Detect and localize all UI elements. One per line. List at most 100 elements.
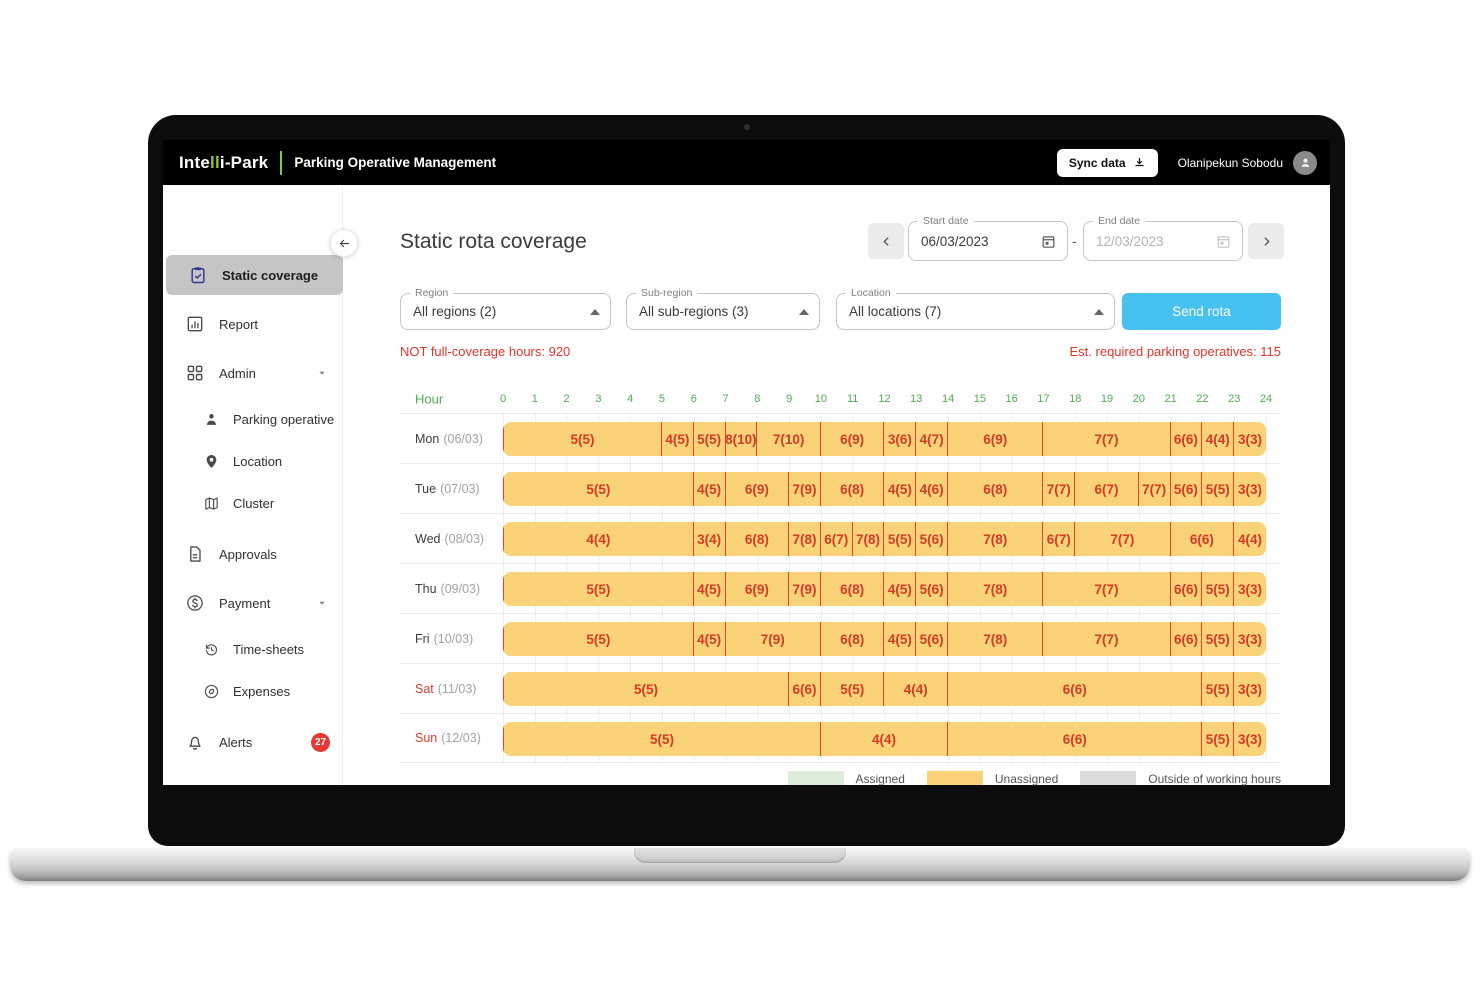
rota-cell[interactable]: 6(9) [726, 472, 790, 506]
chevron-down-icon[interactable] [314, 595, 330, 611]
rota-cell[interactable]: 7(7) [1139, 472, 1171, 506]
rota-cell[interactable]: 7(9) [789, 472, 821, 506]
rota-cell[interactable]: 6(8) [948, 472, 1044, 506]
rota-cell[interactable]: 6(8) [821, 572, 885, 606]
rota-cell[interactable]: 6(7) [821, 522, 853, 556]
rota-cell[interactable]: 7(8) [948, 572, 1044, 606]
rota-cell[interactable]: 5(5) [884, 522, 917, 556]
sidebar-collapse-button[interactable] [330, 229, 358, 257]
rota-cell[interactable]: 3(3) [1234, 622, 1266, 656]
sync-data-button[interactable]: Sync data [1056, 148, 1158, 177]
rota-cell[interactable]: 6(9) [948, 422, 1044, 456]
sidebar-item-static-coverage[interactable]: Static coverage [166, 255, 343, 295]
rota-cell[interactable]: 5(5) [1202, 722, 1235, 756]
chevron-down-icon[interactable] [314, 365, 330, 381]
rota-cell[interactable]: 4(5) [884, 572, 917, 606]
rota-cell[interactable]: 6(7) [1075, 472, 1139, 506]
rota-cell[interactable]: 7(7) [1075, 522, 1171, 556]
rota-cell[interactable]: 4(6) [916, 472, 949, 506]
rota-cell[interactable]: 6(8) [726, 522, 790, 556]
rota-cell[interactable]: 6(8) [821, 622, 885, 656]
rota-cell[interactable]: 3(4) [694, 522, 726, 556]
rota-cell[interactable]: 7(7) [1043, 472, 1076, 506]
rota-cell[interactable]: 5(5) [503, 672, 790, 706]
rota-cell[interactable]: 4(5) [884, 622, 917, 656]
rota-cell[interactable]: 5(5) [503, 422, 662, 456]
rota-cell[interactable]: 6(6) [1171, 422, 1203, 456]
rota-cell[interactable]: 6(8) [821, 472, 885, 506]
region-select[interactable]: Region All regions (2) [400, 287, 611, 330]
rota-cell[interactable]: 3(6) [884, 422, 917, 456]
calendar-icon[interactable] [1040, 233, 1057, 250]
rota-cell[interactable]: 4(4) [821, 722, 949, 756]
rota-cell[interactable]: 6(6) [1171, 572, 1203, 606]
rota-cell[interactable]: 5(5) [1202, 472, 1235, 506]
rota-cell[interactable]: 7(8) [948, 622, 1044, 656]
start-date-field[interactable]: Start date 06/03/2023 [908, 215, 1068, 261]
rota-cell[interactable]: 6(6) [789, 672, 821, 706]
rota-cell[interactable]: 7(9) [726, 622, 821, 656]
rota-cell[interactable]: 5(5) [503, 572, 694, 606]
rota-cell[interactable]: 4(5) [662, 422, 694, 456]
rota-cell[interactable]: 6(6) [1171, 622, 1203, 656]
rota-cell[interactable]: 6(7) [1043, 522, 1076, 556]
rota-cell[interactable]: 5(5) [821, 672, 885, 706]
sidebar-item-alerts[interactable]: Alerts 27 [163, 722, 342, 762]
sidebar-item-payment[interactable]: Payment [163, 583, 342, 623]
rota-cell[interactable]: 4(7) [916, 422, 949, 456]
location-select[interactable]: Location All locations (7) [836, 287, 1115, 330]
previous-week-button[interactable] [868, 223, 904, 259]
send-rota-button[interactable]: Send rota [1122, 293, 1281, 330]
rota-cell[interactable]: 5(5) [694, 422, 726, 456]
rota-cell[interactable]: 7(8) [853, 522, 885, 556]
rota-cell[interactable]: 4(5) [694, 622, 726, 656]
rota-cell[interactable]: 3(3) [1234, 572, 1266, 606]
end-date-field[interactable]: End date 12/03/2023 [1083, 215, 1243, 261]
rota-cell[interactable]: 5(5) [1202, 672, 1235, 706]
rota-cell[interactable]: 6(9) [726, 572, 790, 606]
rota-cell[interactable]: 4(5) [694, 572, 726, 606]
rota-cell[interactable]: 3(3) [1234, 672, 1266, 706]
rota-cell[interactable]: 7(7) [1043, 572, 1171, 606]
rota-cell[interactable]: 7(7) [1043, 622, 1171, 656]
sidebar-item-location[interactable]: Location [163, 444, 342, 478]
sidebar-item-admin[interactable]: Admin [163, 353, 342, 393]
rota-cell[interactable]: 4(4) [503, 522, 694, 556]
rota-cell[interactable]: 6(6) [948, 672, 1203, 706]
calendar-icon[interactable] [1215, 233, 1232, 250]
rota-cell[interactable]: 7(9) [789, 572, 821, 606]
rota-cell[interactable]: 8(10) [725, 422, 758, 456]
rota-cell[interactable]: 4(5) [694, 472, 726, 506]
rota-cell[interactable]: 5(5) [503, 622, 694, 656]
rota-cell[interactable]: 6(9) [821, 422, 885, 456]
rota-cell[interactable]: 5(5) [1202, 622, 1235, 656]
rota-cell[interactable]: 6(6) [948, 722, 1203, 756]
rota-cell[interactable]: 5(6) [1171, 472, 1203, 506]
sidebar-item-cluster[interactable]: Cluster [163, 486, 342, 520]
sub-region-select[interactable]: Sub-region All sub-regions (3) [626, 287, 820, 330]
rota-cell[interactable]: 7(7) [1043, 422, 1171, 456]
rota-cell[interactable]: 7(10) [757, 422, 821, 456]
rota-cell[interactable]: 5(6) [916, 522, 949, 556]
sidebar-item-parking-operative[interactable]: Parking operative [163, 402, 342, 436]
rota-cell[interactable]: 5(5) [503, 472, 694, 506]
user-avatar[interactable] [1293, 150, 1317, 175]
rota-cell[interactable]: 7(8) [789, 522, 821, 556]
rota-cell[interactable]: 4(4) [884, 672, 949, 706]
rota-cell[interactable]: 5(6) [916, 622, 949, 656]
rota-cell[interactable]: 4(4) [1234, 522, 1266, 556]
rota-cell[interactable]: 3(3) [1234, 472, 1266, 506]
sidebar-item-expenses[interactable]: Expenses [163, 674, 342, 708]
rota-cell[interactable]: 4(5) [884, 472, 917, 506]
rota-cell[interactable]: 4(4) [1202, 422, 1235, 456]
next-week-button[interactable] [1248, 223, 1284, 259]
rota-cell[interactable]: 3(3) [1234, 422, 1266, 456]
sidebar-item-report[interactable]: Report [163, 304, 342, 344]
sidebar-item-approvals[interactable]: Approvals [163, 534, 342, 574]
rota-cell[interactable]: 5(6) [916, 572, 949, 606]
rota-cell[interactable]: 5(5) [503, 722, 821, 756]
rota-cell[interactable]: 3(3) [1234, 722, 1266, 756]
rota-cell[interactable]: 7(8) [948, 522, 1044, 556]
rota-cell[interactable]: 5(5) [1202, 572, 1235, 606]
sidebar-item-time-sheets[interactable]: Time-sheets [163, 632, 342, 666]
